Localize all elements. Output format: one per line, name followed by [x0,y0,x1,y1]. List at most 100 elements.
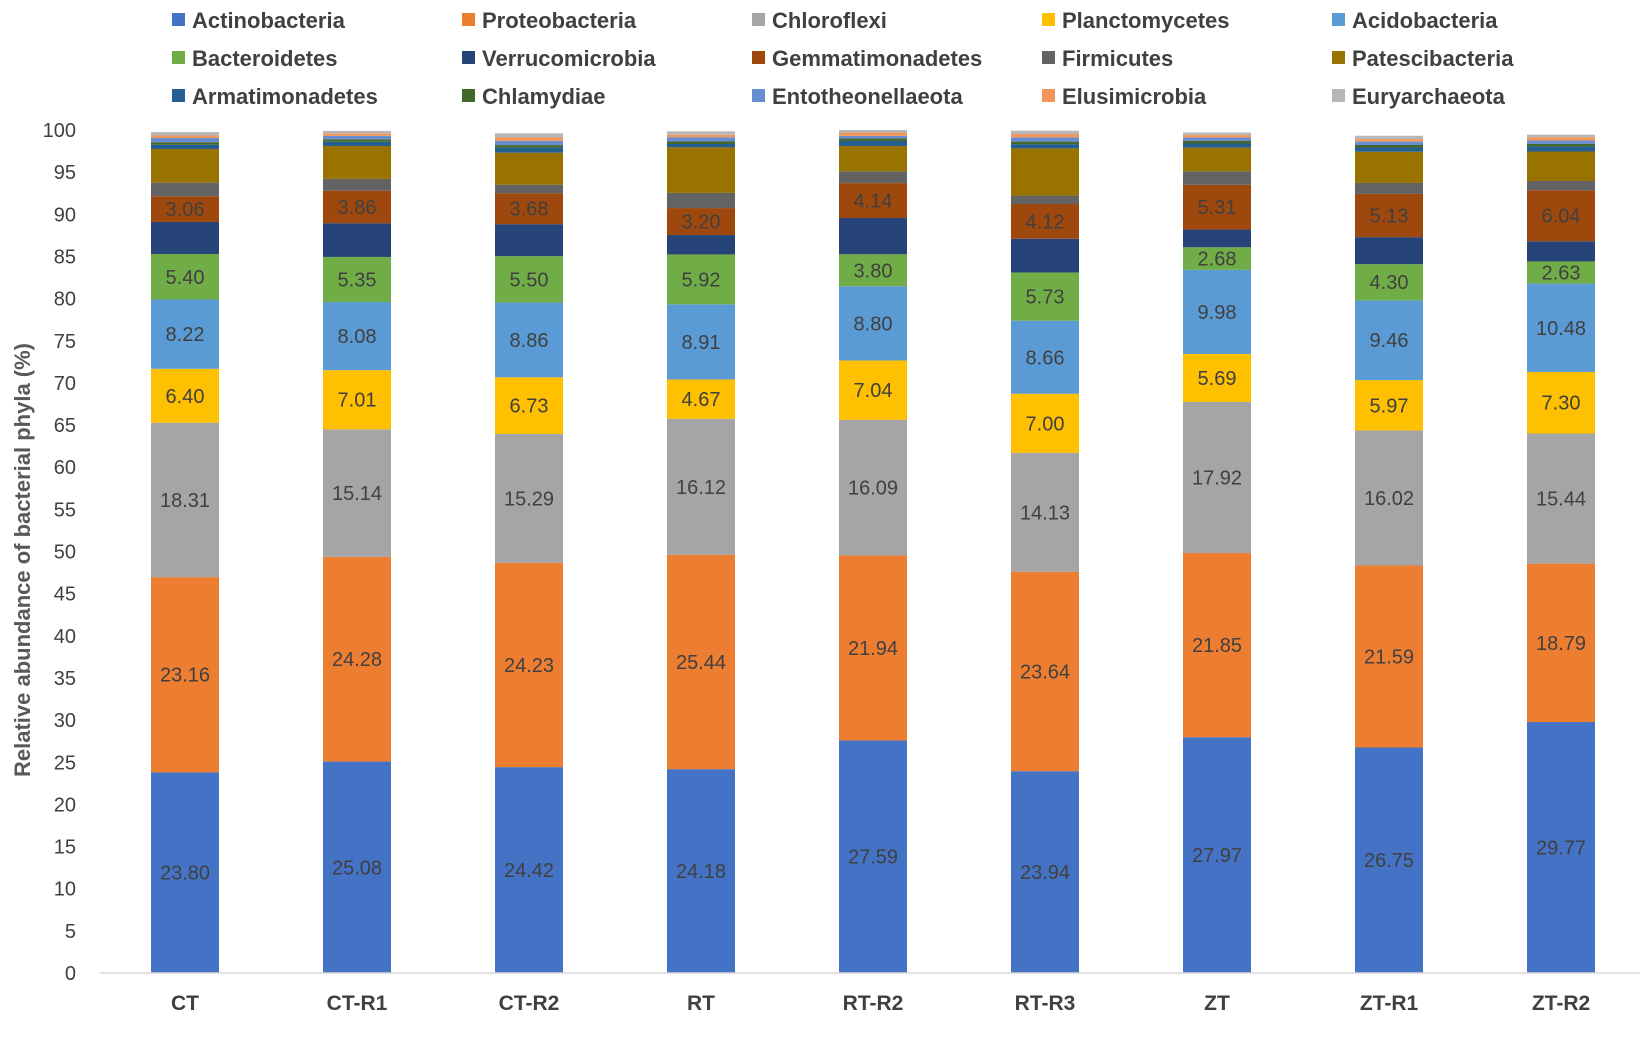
legend-swatch-euryarchaeota [1332,89,1345,102]
legend-swatch-entotheonellaeota [752,89,765,102]
bar-segment-actinobacteria [1183,737,1251,973]
bar-segment-acidobacteria [151,299,219,369]
data-label-planctomycetes: 5.97 [1370,395,1409,417]
bar-segment-patescibacteria [495,152,563,185]
bar-segment-planctomycetes [1527,371,1595,434]
bar-segment-bacteroidetes [667,254,735,305]
bar-segment-verrucomicrobia [323,223,391,257]
y-axis-label: Relative abundance of bacterial phyla (%… [10,343,35,777]
y-tick-label: 65 [54,415,76,437]
bar-segment-verrucomicrobia [495,224,563,257]
legend-swatch-proteobacteria [462,13,475,26]
data-label-actinobacteria: 29.77 [1536,838,1586,860]
legend-label-proteobacteria: Proteobacteria [482,8,637,33]
data-label-actinobacteria: 24.42 [504,860,554,882]
bar-segment-verrucomicrobia [1011,238,1079,273]
x-tick-label: ZT-R2 [1532,992,1590,1015]
legend-label-patescibacteria: Patescibacteria [1352,46,1514,71]
data-label-actinobacteria: 27.59 [848,847,898,869]
data-label-bacteroidetes: 5.92 [682,269,721,291]
data-label-bacteroidetes: 5.50 [510,269,549,291]
legend-swatch-verrucomicrobia [462,51,475,64]
bar-segment-entotheonellaeota [1183,137,1251,141]
legend-label-entotheonellaeota: Entotheonellaeota [772,84,963,109]
bar-segment-gemmatimonadetes [1527,190,1595,242]
data-label-acidobacteria: 8.86 [510,330,549,352]
data-label-bacteroidetes: 4.30 [1370,272,1409,294]
data-label-chloroflexi: 17.92 [1192,467,1242,489]
legend-swatch-armatimonadetes [172,89,185,102]
data-label-planctomycetes: 4.67 [682,389,721,411]
y-tick-label: 45 [54,584,76,606]
data-label-bacteroidetes: 5.73 [1026,287,1065,309]
bar-segment-chloroflexi [1527,433,1595,564]
bar-segment-chloroflexi [667,418,735,555]
data-label-chloroflexi: 15.44 [1536,489,1586,511]
bar-segment-entotheonellaeota [1527,140,1595,144]
bar-segment-armatimonadetes [667,143,735,148]
bar-segment-firmicutes [323,178,391,191]
data-label-actinobacteria: 23.94 [1020,862,1070,884]
data-label-chloroflexi: 14.13 [1020,502,1070,524]
data-label-acidobacteria: 9.98 [1198,302,1237,324]
data-label-proteobacteria: 25.44 [676,652,726,674]
legend-swatch-firmicutes [1042,51,1055,64]
bar-segment-acidobacteria [1183,269,1251,354]
legend-swatch-chloroflexi [752,13,765,26]
bar-segment-verrucomicrobia [151,221,219,255]
data-label-acidobacteria: 8.91 [682,332,721,354]
bar-segment-chloroflexi [151,422,219,578]
bar-segment-patescibacteria [667,147,735,193]
x-tick-label: CT [171,992,199,1015]
y-tick-label: 50 [54,542,76,564]
bar-segment-gemmatimonadetes [323,190,391,224]
y-tick-label: 90 [54,204,76,226]
x-tick-label: ZT [1204,992,1230,1015]
bar-segment-proteobacteria [1011,571,1079,772]
data-label-gemmatimonadetes: 3.20 [682,212,721,234]
bar-segment-euryarchaeota [667,131,735,135]
bar-segment-actinobacteria [1355,747,1423,973]
data-label-planctomycetes: 6.40 [166,386,205,408]
bar-segment-armatimonadetes [1527,146,1595,152]
bar-stack-zt-r2: 29.77 18.79 15.44 7.30 10.48 2.63 6.04 [1527,134,1595,973]
bar-segment-euryarchaeota [1183,132,1251,136]
data-label-acidobacteria: 8.80 [854,313,893,335]
y-tick-label: 85 [54,246,76,268]
data-label-bacteroidetes: 2.63 [1542,263,1581,285]
bar-segment-chlamydiae [151,142,219,145]
y-axis: 0 5 10 15 20 25 30 35 40 45 50 55 60 65 70 75 80 85 90 95 10… [43,120,76,985]
bar-segment-bacteroidetes [1355,264,1423,301]
bar-segment-verrucomicrobia [667,235,735,255]
bar-segment-armatimonadetes [839,140,907,147]
x-tick-label: CT-R2 [499,992,560,1015]
data-label-bacteroidetes: 5.35 [338,270,377,292]
bar-segment-chloroflexi [1183,401,1251,554]
bar-segment-acidobacteria [1527,283,1595,372]
data-label-proteobacteria: 23.64 [1020,662,1070,684]
legend-label-elusimicrobia: Elusimicrobia [1062,84,1207,109]
bar-segment-armatimonadetes [151,144,219,149]
y-tick-label: 100 [43,120,76,142]
bar-segment-gemmatimonadetes [1355,193,1423,238]
bar-segment-gemmatimonadetes [1183,184,1251,230]
bar-segment-entotheonellaeota [151,138,219,143]
bar-segment-planctomycetes [1183,353,1251,402]
data-label-gemmatimonadetes: 3.06 [166,199,205,221]
bar-segment-euryarchaeota [1527,134,1595,138]
bar-segment-verrucomicrobia [839,218,907,255]
bar-segment-proteobacteria [667,554,735,770]
bar-segment-planctomycetes [151,368,219,423]
bar-segment-armatimonadetes [495,147,563,153]
bar-segment-firmicutes [1355,182,1423,194]
bar-segment-entotheonellaeota [1355,141,1423,146]
y-tick-label: 80 [54,289,76,311]
bar-segment-elusimicrobia [1183,135,1251,138]
data-label-actinobacteria: 26.75 [1364,850,1414,872]
bar-segment-planctomycetes [1011,393,1079,453]
data-label-proteobacteria: 21.94 [848,638,898,660]
data-label-actinobacteria: 23.80 [160,863,210,885]
bar-segment-acidobacteria [839,286,907,361]
bar-segment-patescibacteria [323,146,391,179]
legend-label-chlamydiae: Chlamydiae [482,84,606,109]
